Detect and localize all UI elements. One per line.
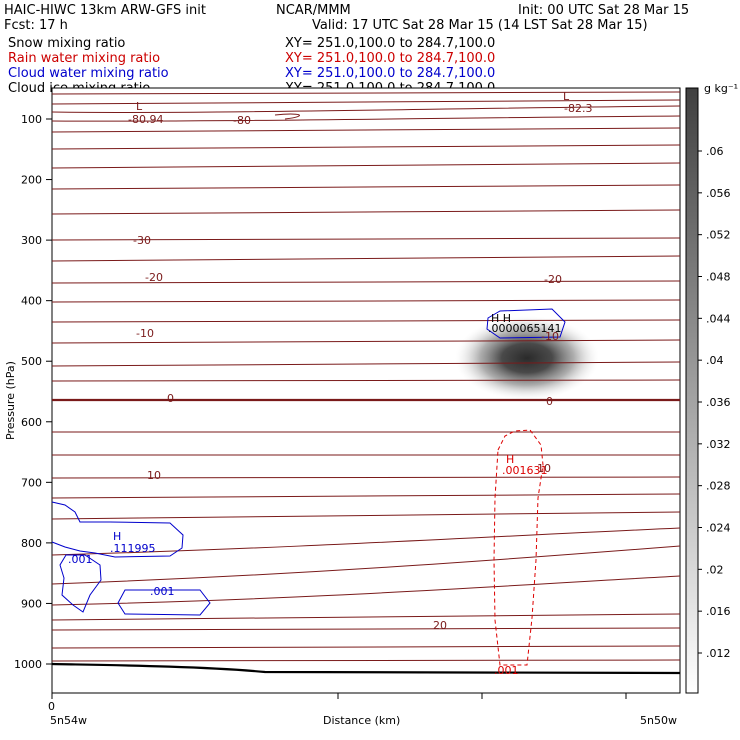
legend-snow-label: Snow mixing ratio (8, 36, 125, 51)
colorbar-tick-label: .012 (706, 647, 731, 660)
colorbar-ticks: .012 .016 .02 .024 .028 .032 .036 .04 .044 .048 .0… (698, 145, 731, 660)
colorbar-tick-label: .056 (706, 187, 731, 200)
temp-label-6: -10 (136, 327, 154, 340)
temp-label-4: -20 (145, 271, 163, 284)
colorbar-tick-label: .024 (706, 522, 731, 535)
small-contour-loop (274, 113, 300, 120)
temp-label-8: 0 (167, 392, 174, 405)
x-left-endpoint: 5n54w (50, 714, 87, 727)
temp-label-3: -30 (133, 234, 151, 247)
extremum-rain-label: .001631 (502, 464, 548, 477)
colorbar (685, 87, 699, 694)
temp-label-1: -80 (233, 114, 251, 127)
x-axis-label: Distance (km) (323, 714, 400, 727)
extremum-rain-kind: H (506, 453, 514, 466)
snow-shading (455, 316, 599, 400)
y-tick-label-400: 400 (21, 295, 42, 308)
colorbar-tick-label: .052 (706, 229, 731, 242)
cloud-water-label-1: .001 (150, 585, 175, 598)
y-axis: 100 200 300 400 500 600 700 800 900 1000 (14, 113, 52, 671)
colorbar-tick-label: .044 (706, 312, 731, 325)
extremum-cloudwater-label: .111995 (110, 542, 156, 555)
legend-rain-label: Rain water mixing ratio (8, 51, 160, 66)
rain-water-label-0: .001 (494, 664, 519, 677)
colorbar-tick-label: .02 (706, 563, 724, 576)
y-axis-label: Pressure (hPa) (4, 361, 17, 440)
valid-time: Valid: 17 UTC Sat 28 Mar 15 (14 LST Sat … (312, 18, 648, 33)
cloud-water-contours (51, 308, 566, 616)
colorbar-unit: g kg⁻¹ (704, 82, 738, 95)
extremum-L2-kind: L (563, 90, 570, 103)
forecast-hour: Fcst: 17 h (4, 18, 68, 33)
colorbar-tick-label: .032 (706, 438, 731, 451)
extremum-upper-label: .0000065141 (488, 322, 561, 335)
temp-label-7: -10 (541, 330, 559, 343)
y-tick-label-900: 900 (21, 597, 42, 610)
temp-label-0: -80.94 (128, 113, 163, 126)
model-title: HAIC-HIWC 13km ARW-GFS init (4, 3, 206, 18)
rain-water-contour (493, 429, 544, 666)
temp-label-10: 10 (147, 469, 161, 482)
colorbar-tick-label: .04 (706, 354, 724, 367)
legend-snow-xy: XY= 251.0,100.0 to 284.7,100.0 (285, 36, 495, 51)
org-title: NCAR/MMM (276, 3, 351, 18)
y-tick-label-200: 200 (21, 174, 42, 187)
x-tick-label-0: 0 (48, 700, 55, 713)
extremum-upper-kind: H H (491, 312, 511, 325)
colorbar-tick-label: .016 (706, 605, 731, 618)
temp-label-12: 20 (433, 619, 447, 632)
y-tick-label-300: 300 (21, 234, 42, 247)
temperature-contours (51, 91, 681, 662)
extremum-L1-kind: L (136, 100, 143, 113)
y-tick-label-1000: 1000 (14, 658, 42, 671)
temp-label-9: 0 (546, 395, 553, 408)
legend-rain-xy: XY= 251.0,100.0 to 284.7,100.0 (285, 51, 495, 66)
legend-cloud-water-label: Cloud water mixing ratio (8, 66, 169, 81)
legend-cloud-water-xy: XY= 251.0,100.0 to 284.7,100.0 (285, 66, 495, 81)
extremum-cloudwater-kind: H (113, 530, 121, 543)
temp-label-11: 10 (537, 462, 551, 475)
y-tick-label-100: 100 (21, 113, 42, 126)
y-tick-label-800: 800 (21, 537, 42, 550)
temp-label-2: -82.3 (564, 102, 592, 115)
x-right-endpoint: 5n50w (640, 714, 677, 727)
colorbar-tick-label: .048 (706, 271, 731, 284)
y-tick-label-500: 500 (21, 355, 42, 368)
colorbar-tick-label: .036 (706, 396, 731, 409)
colorbar-tick-label: .06 (706, 145, 724, 158)
cloud-water-label-0: .001 (68, 553, 93, 566)
y-tick-label-700: 700 (21, 476, 42, 489)
temp-label-5: -20 (544, 273, 562, 286)
init-time: Init: 00 UTC Sat 28 Mar 15 (518, 3, 689, 18)
y-tick-label-600: 600 (21, 416, 42, 429)
surface-line (51, 662, 681, 675)
colorbar-tick-label: .028 (706, 480, 731, 493)
